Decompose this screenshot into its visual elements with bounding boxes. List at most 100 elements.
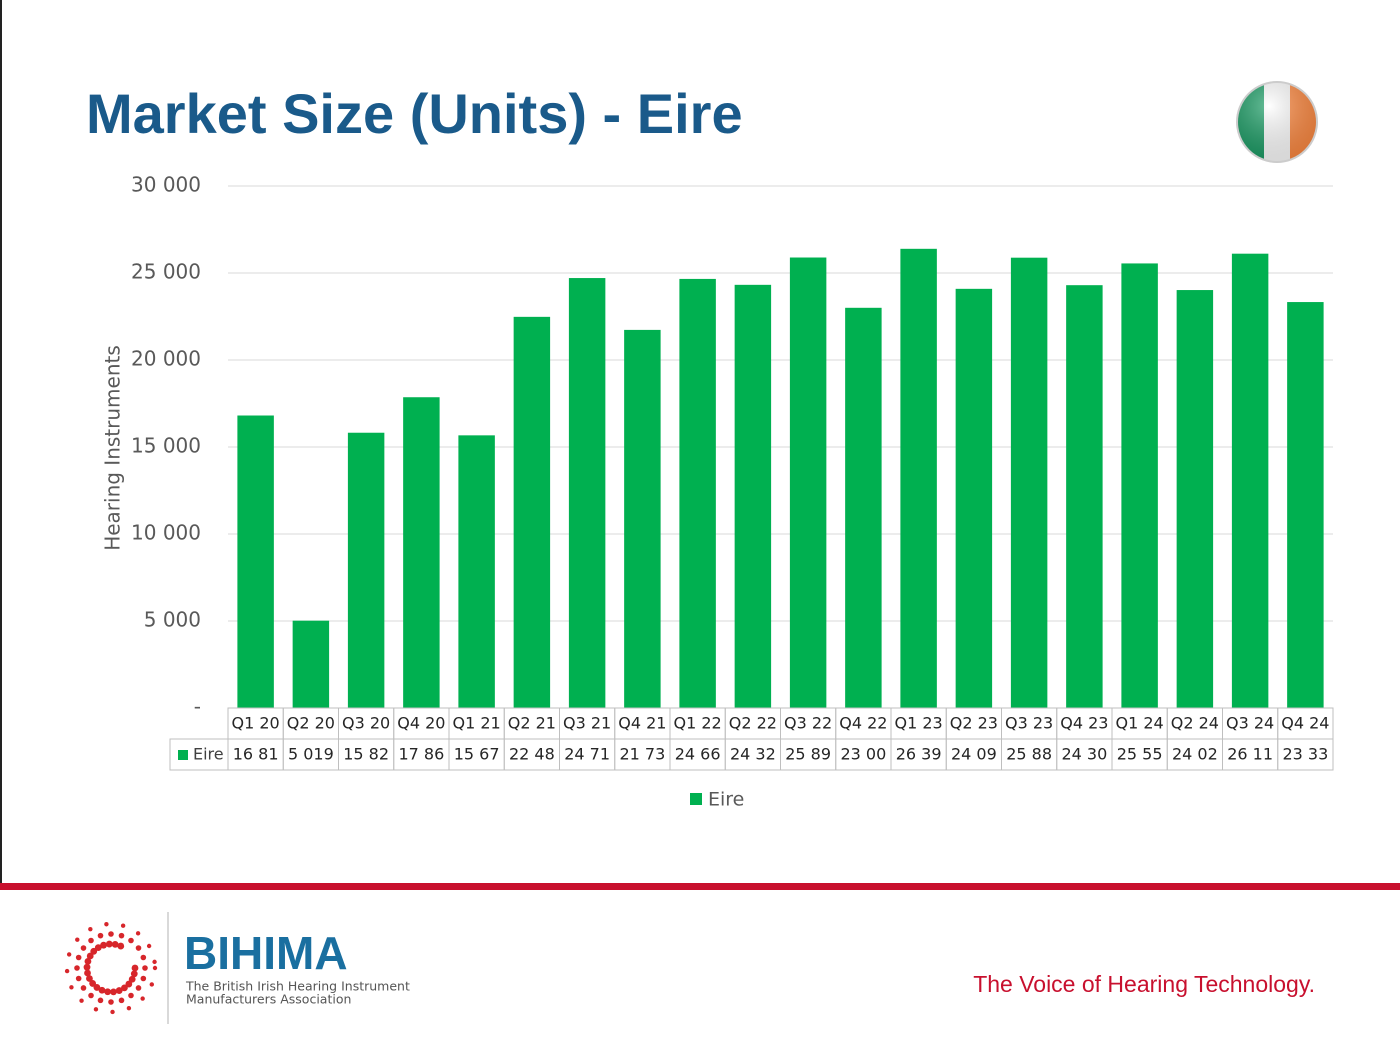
table-value: 24 71 — [564, 745, 610, 764]
logo-dot — [140, 996, 145, 1001]
flag-rim — [1236, 81, 1318, 163]
table-value: 5 019 — [288, 745, 334, 764]
table-value: 23 33 — [1282, 745, 1328, 764]
bar — [403, 397, 440, 708]
x-tick-label: Q2 23 — [950, 714, 998, 733]
logo-dot — [98, 986, 106, 994]
x-tick-label: Q1 23 — [895, 714, 943, 733]
logo-dot — [111, 940, 119, 948]
y-tick-label: 20 000 — [131, 347, 201, 371]
logo-dot — [120, 923, 126, 928]
bar — [347, 432, 385, 708]
logo-dot — [131, 964, 139, 972]
y-tick-label: 15 000 — [131, 434, 201, 458]
bar — [568, 278, 606, 708]
logo-dot — [104, 988, 112, 996]
x-tick-label: Q2 24 — [1171, 714, 1219, 733]
logo-mark — [64, 922, 158, 1015]
legend-label: Eire — [708, 789, 744, 811]
brand-line: The British Irish Hearing Instrument — [185, 979, 410, 994]
bar — [458, 435, 495, 708]
logo-dot — [125, 980, 133, 988]
table-value: 24 02 — [1172, 745, 1218, 764]
logo-dot — [128, 937, 134, 944]
logo-dot — [135, 931, 141, 936]
logo-dot — [105, 940, 113, 948]
logo-dot — [115, 987, 123, 994]
logo-dot — [79, 998, 84, 1003]
bar — [900, 248, 937, 708]
logo-dot — [75, 937, 80, 942]
x-tick-label: Q4 20 — [397, 714, 445, 733]
x-tick-label: Q4 23 — [1060, 714, 1108, 733]
bar — [1176, 290, 1214, 708]
bar — [292, 620, 330, 708]
table-value: 24 32 — [730, 745, 776, 764]
y-tick-label: 10 000 — [131, 521, 201, 545]
logo-dot — [104, 922, 109, 927]
table-value: 24 66 — [675, 745, 721, 764]
y-tick-label: 30 000 — [131, 173, 201, 197]
x-tick-label: Q3 23 — [1005, 714, 1053, 733]
table-cell — [1277, 738, 1334, 771]
logo-dot — [140, 954, 147, 961]
x-tick-label: Q3 20 — [342, 714, 390, 733]
logo-dot — [130, 970, 138, 978]
logo-dot — [69, 985, 74, 990]
x-tick-label: Q1 24 — [1116, 714, 1164, 733]
x-tick-label: Q1 21 — [453, 714, 501, 733]
logo-dot — [146, 943, 152, 949]
logo-dot — [149, 982, 154, 987]
x-tick-label: Q1 20 — [232, 714, 280, 733]
logo-dot — [94, 944, 102, 952]
logo-dot — [93, 1007, 99, 1012]
x-tick-label: Q2 22 — [729, 714, 777, 733]
brand: BIHIMA — [184, 927, 348, 979]
logo-dot — [74, 965, 80, 971]
bar — [1121, 263, 1158, 708]
logo-dot — [97, 932, 104, 939]
logo-dot — [80, 945, 87, 951]
logo-dot — [118, 932, 125, 939]
bar — [1010, 257, 1048, 708]
bar — [624, 329, 661, 708]
logo-dot — [83, 963, 91, 971]
logo-dot — [128, 992, 134, 999]
logo-dot — [121, 984, 128, 992]
logo-dot — [93, 984, 101, 991]
logo-dot — [88, 937, 94, 944]
x-tick-label: Q3 21 — [563, 714, 611, 733]
table-value: 24 09 — [951, 745, 997, 764]
logo-dot — [100, 941, 107, 949]
logo-dot — [152, 959, 157, 965]
logo-dot — [84, 969, 91, 977]
table-value: 25 89 — [785, 745, 831, 764]
x-tick-label: Q2 20 — [287, 714, 335, 733]
logo-dot — [117, 942, 125, 950]
bar — [845, 307, 882, 708]
table-value: 25 55 — [1117, 745, 1163, 764]
table-value: 26 39 — [896, 745, 942, 764]
logo-dot — [110, 1009, 115, 1015]
logo-dot — [86, 975, 93, 982]
table-value: 22 48 — [509, 745, 555, 764]
bar — [955, 288, 993, 708]
table-value: 16 81 — [233, 745, 279, 764]
logo-dot — [64, 968, 70, 974]
logo-dot — [128, 975, 136, 983]
brand-line: Manufacturers Association — [186, 992, 351, 1007]
bar — [734, 284, 772, 708]
logo-dot — [86, 952, 94, 960]
bar — [1066, 285, 1103, 708]
logo-dot — [108, 931, 114, 937]
logo-dot — [108, 999, 114, 1005]
bar — [1287, 302, 1324, 708]
logo-dot — [152, 965, 158, 971]
logo-dot — [140, 975, 147, 982]
table-value: 17 86 — [398, 745, 444, 764]
bar — [513, 316, 551, 708]
x-tick-label: Q3 24 — [1226, 714, 1274, 733]
y-tick-label: 25 000 — [131, 260, 201, 284]
